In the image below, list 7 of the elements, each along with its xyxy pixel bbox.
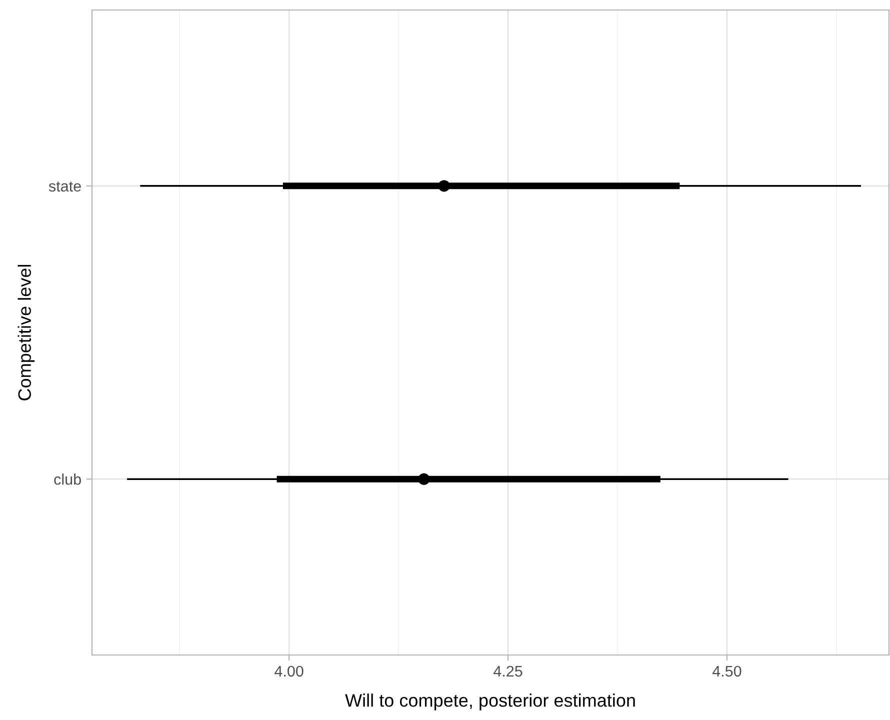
y-tick-label: club bbox=[54, 474, 81, 485]
y-tick-label: state bbox=[48, 182, 81, 192]
x-tick-label: 4.25 bbox=[494, 666, 522, 677]
x-tick-label: 4.50 bbox=[712, 666, 742, 677]
x-axis-title: Will to compete, posterior estimation bbox=[345, 694, 635, 710]
x-tick-label: 4.00 bbox=[274, 666, 304, 677]
y-axis-title: Competitive level bbox=[18, 264, 35, 400]
